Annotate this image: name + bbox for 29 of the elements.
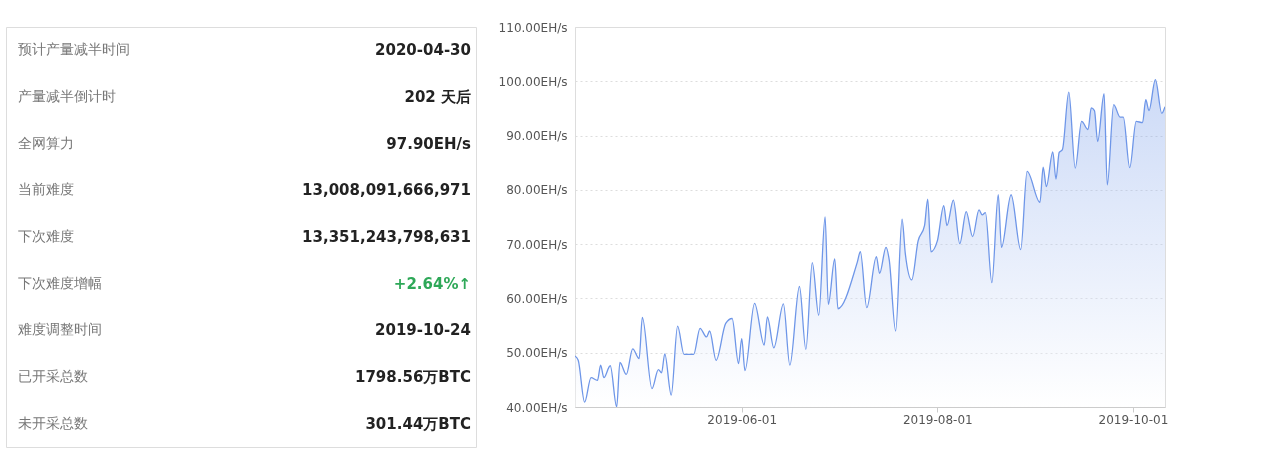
category-label: 难度调整时间	[17, 321, 102, 338]
y-tick-label: 110.00EH/s	[498, 20, 568, 35]
text: 2020-04-30	[375, 41, 471, 60]
text: 97.90EH/s	[386, 134, 471, 153]
x-tick-label: 2019-06-01	[707, 412, 778, 427]
text: 202 天后	[404, 88, 471, 106]
x-tick-label: 2019-10-01	[1098, 412, 1169, 427]
text: +2.64%↑	[393, 274, 471, 293]
category-label: 下次难度增幅	[18, 274, 102, 291]
text: 2019-10-24	[375, 321, 471, 340]
category-label: 产量减半倒计时	[18, 88, 116, 104]
text: 301.44万BTC	[365, 414, 471, 433]
x-tick-label: 2019-08-01	[902, 412, 973, 427]
y-tick-label: 70.00EH/s	[506, 237, 568, 252]
category-label: 已开采总数	[18, 368, 88, 384]
y-tick-label: 100.00EH/s	[498, 74, 568, 89]
y-tick-label: 90.00EH/s	[506, 129, 568, 144]
y-tick-label: 80.00EH/s	[506, 183, 568, 198]
category-label: 未开采总数	[18, 414, 88, 431]
text: 13,351,243,798,631	[302, 228, 471, 246]
y-tick-label: 40.00EH/s	[506, 400, 568, 415]
category-label: 下次难度	[18, 228, 74, 244]
text: 13,008,091,666,971	[302, 181, 471, 200]
category-label: 当前难度	[18, 181, 74, 198]
category-label: 全网算力	[18, 134, 74, 151]
y-tick-label: 60.00EH/s	[506, 291, 568, 306]
y-tick-label: 50.00EH/s	[506, 346, 568, 361]
text: 1798.56万BTC	[355, 368, 471, 386]
category-label: 预计产量减半时间	[18, 41, 130, 58]
